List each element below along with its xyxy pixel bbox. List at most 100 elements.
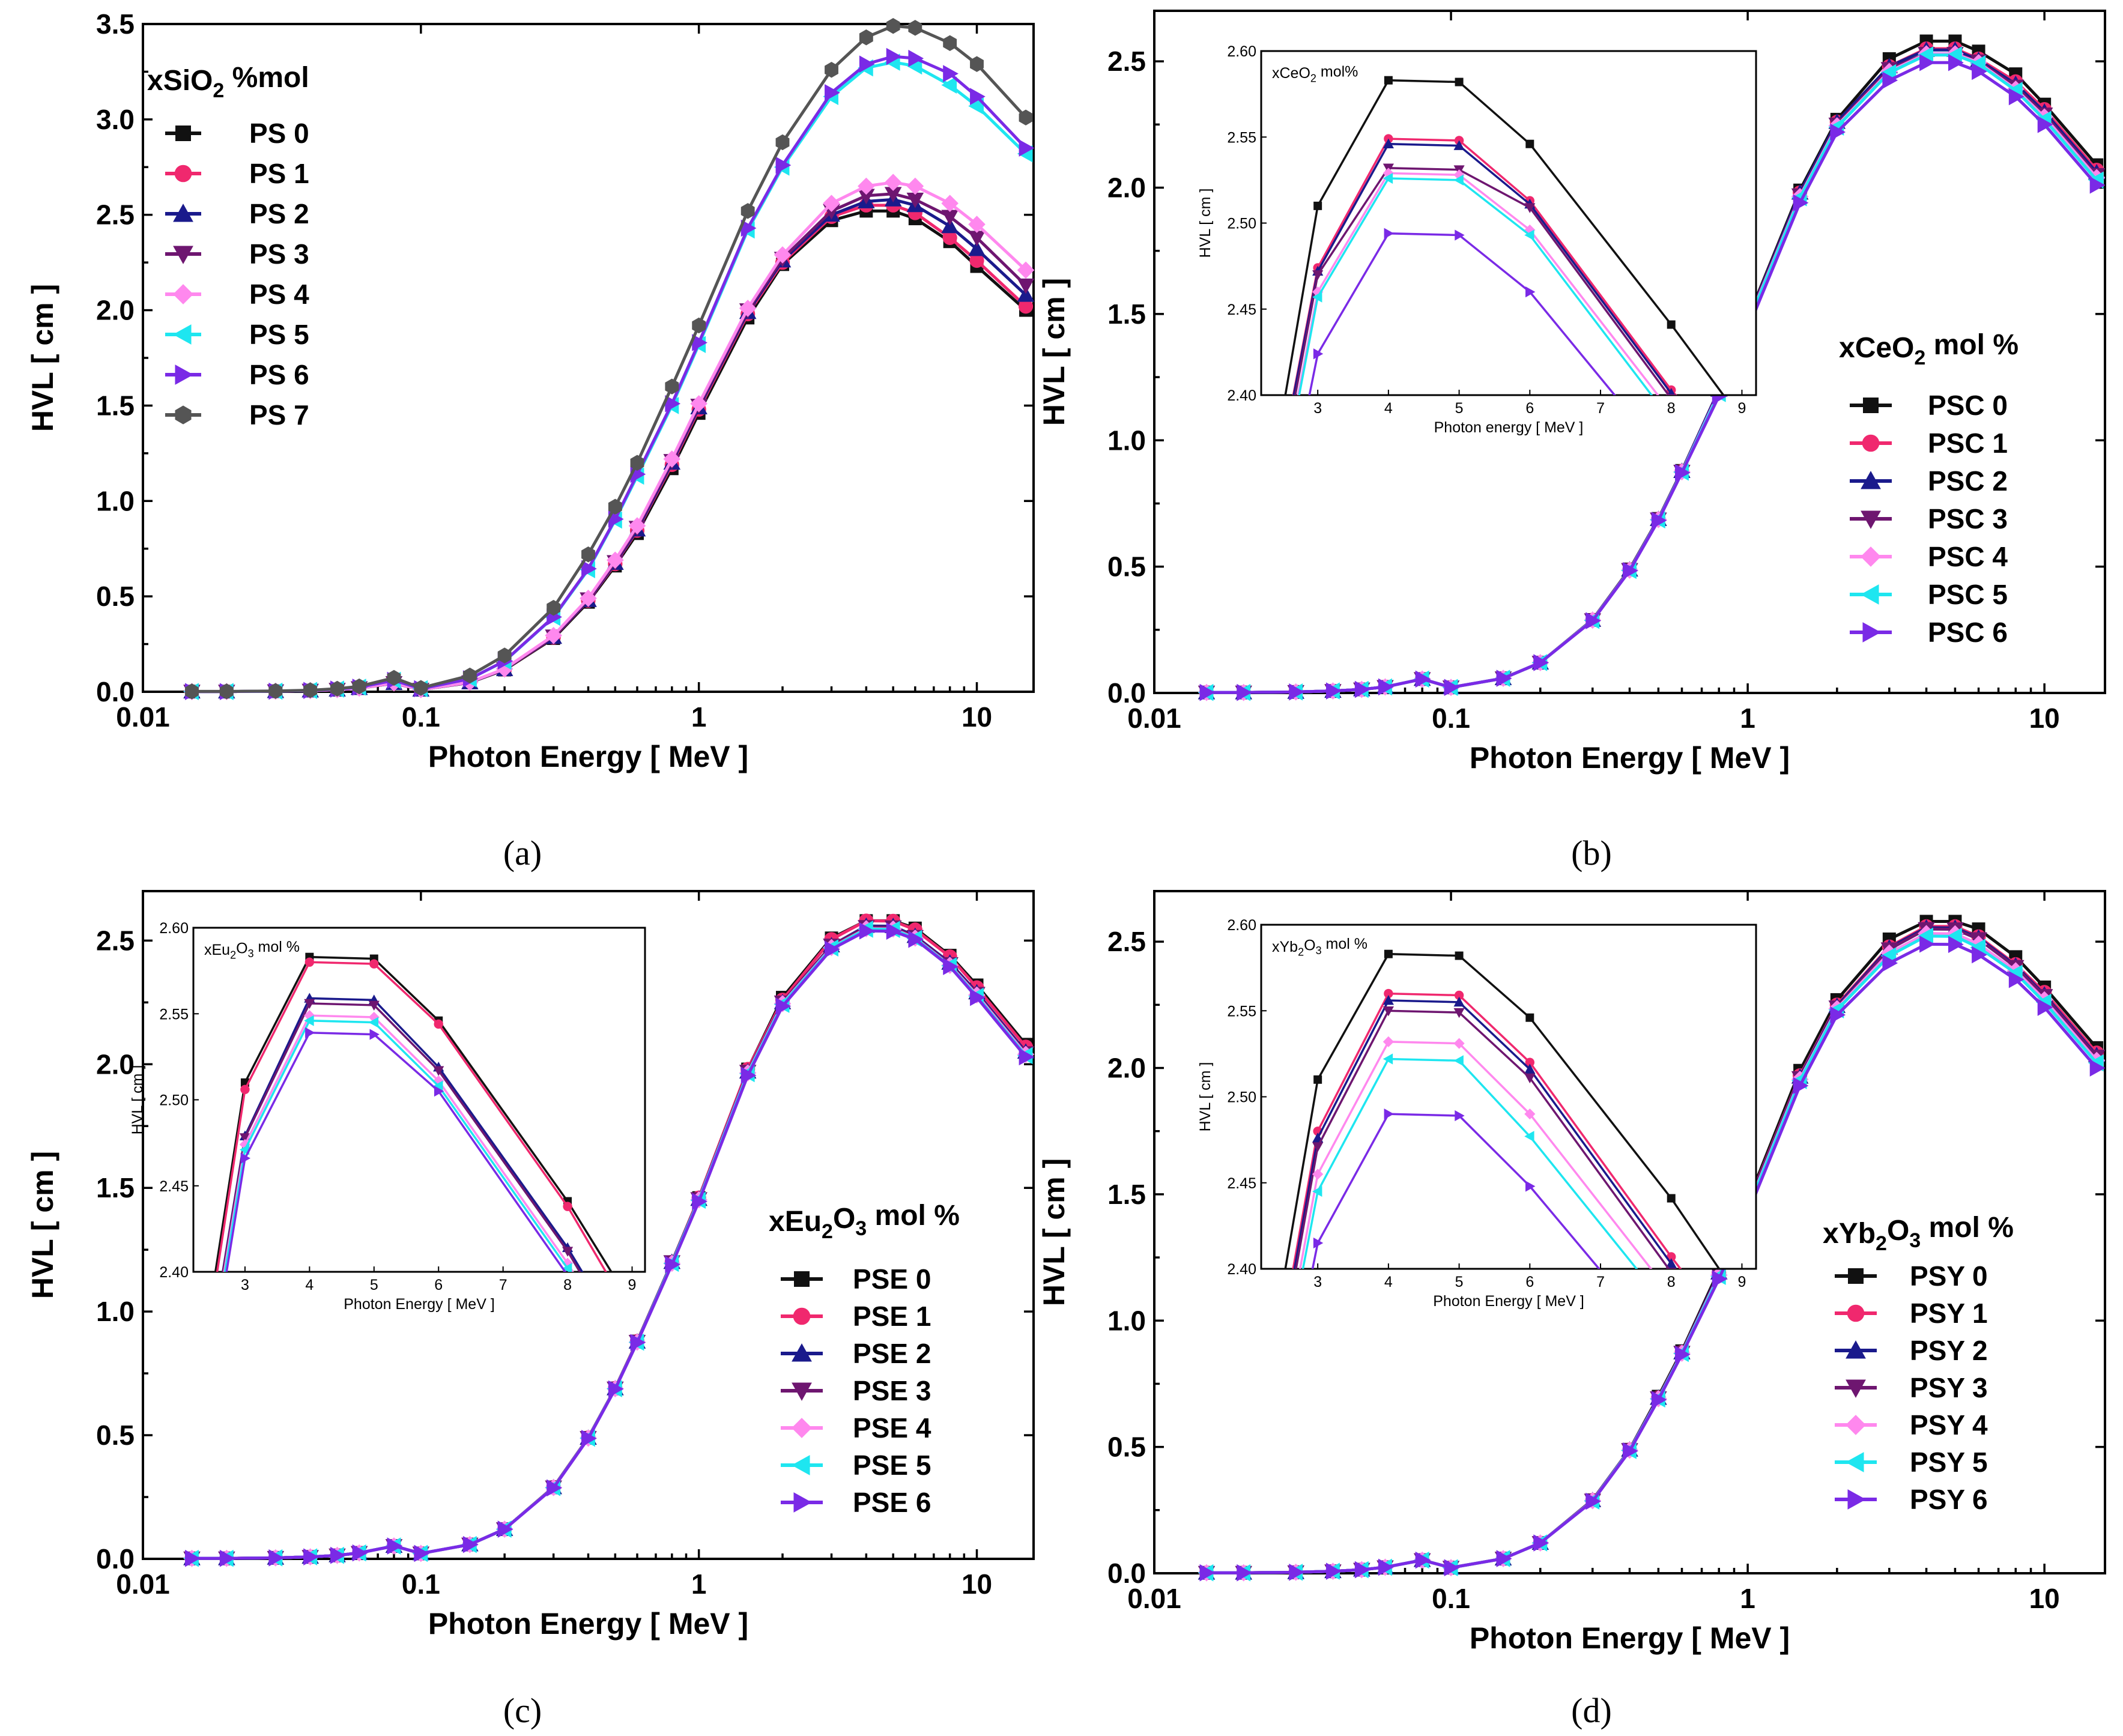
data-point bbox=[1830, 1006, 1846, 1024]
data-point bbox=[858, 177, 875, 195]
legend-item: PSC 4 bbox=[1850, 541, 2008, 572]
inset-x-tick-label: 4 bbox=[305, 1277, 313, 1293]
inset-series-psy-3 bbox=[1295, 1006, 1818, 1472]
inset-x-tick-label: 4 bbox=[1384, 400, 1393, 417]
legend-item: PSE 6 bbox=[781, 1487, 931, 1518]
data-point bbox=[692, 1193, 707, 1211]
data-point bbox=[886, 17, 900, 34]
legend-marker bbox=[1861, 510, 1881, 529]
inset-data-point bbox=[1807, 1462, 1818, 1472]
inset-y-axis-title: HVL [ cm ] bbox=[1197, 1062, 1214, 1132]
inset-data-point bbox=[1455, 77, 1464, 86]
panel-label: (a) bbox=[503, 833, 542, 873]
series-line bbox=[192, 204, 1027, 694]
data-point bbox=[968, 216, 986, 233]
data-point bbox=[547, 1479, 562, 1497]
inset-x-tick-label: 8 bbox=[1667, 400, 1676, 417]
y-tick-label: 2.5 bbox=[1107, 46, 1146, 77]
legend-label: PS 7 bbox=[249, 399, 309, 431]
data-point bbox=[2037, 999, 2053, 1016]
data-point bbox=[908, 49, 924, 67]
legend-title: xSiO2 %mol bbox=[147, 62, 309, 102]
legend-item: PSE 3 bbox=[781, 1375, 931, 1406]
inset-x-tick-label: 9 bbox=[1738, 400, 1746, 417]
inset: 2.40 2.45 2.50 2.55 2.60 3 4 5 6 7 8 9 Photon Energy… bbox=[1197, 917, 1818, 1531]
legend-item: PSC 6 bbox=[1850, 617, 2008, 648]
legend-label: PSC 0 bbox=[1928, 390, 2008, 421]
inset-data-point bbox=[1313, 201, 1322, 210]
data-point bbox=[219, 683, 234, 700]
data-point bbox=[1651, 512, 1667, 529]
legend-marker bbox=[792, 1343, 812, 1362]
inset-data-point bbox=[1383, 138, 1394, 148]
data-point bbox=[268, 1549, 285, 1567]
x-tick-label: 0.1 bbox=[1432, 703, 1470, 734]
data-point bbox=[303, 1548, 319, 1566]
inset-data-point bbox=[433, 1080, 443, 1092]
legend-label: PSC 3 bbox=[1928, 503, 2008, 534]
inset-title-sub: 2 bbox=[230, 949, 236, 961]
data-point bbox=[970, 88, 986, 106]
data-point bbox=[941, 217, 959, 234]
data-point bbox=[906, 192, 924, 208]
inset-data-point bbox=[1312, 270, 1324, 280]
inset-y-tick-label: 2.45 bbox=[159, 1178, 189, 1195]
legend-label: PSE 2 bbox=[853, 1338, 931, 1369]
data-point bbox=[1018, 299, 1034, 314]
inset-x-tick-label: 3 bbox=[1313, 1274, 1322, 1290]
data-point bbox=[1675, 1346, 1691, 1363]
series-ps-2 bbox=[183, 190, 1035, 699]
legend-item: PSE 0 bbox=[781, 1263, 931, 1295]
data-point bbox=[1289, 1564, 1305, 1581]
data-point bbox=[1675, 464, 1691, 482]
legend-label: PSY 5 bbox=[1910, 1447, 1988, 1478]
x-tick-label: 1 bbox=[691, 1568, 707, 1600]
series-line bbox=[192, 198, 1027, 694]
y-tick-label: 1.0 bbox=[96, 1296, 135, 1327]
inset-data-point bbox=[1383, 172, 1393, 184]
inset-data-point bbox=[1453, 174, 1464, 186]
legend-label: PSE 6 bbox=[853, 1487, 931, 1518]
inset-data-point bbox=[1243, 1522, 1252, 1531]
inset-data-point bbox=[1243, 1488, 1251, 1496]
x-tick-label: 10 bbox=[962, 1568, 992, 1600]
legend-marker bbox=[1847, 1304, 1865, 1322]
legend-label: PS 3 bbox=[249, 238, 309, 270]
legend-item: PSY 2 bbox=[1835, 1335, 1988, 1366]
inset-x-tick-label: 4 bbox=[1384, 1274, 1393, 1290]
inset-data-point bbox=[1455, 1110, 1465, 1122]
inset-data-point bbox=[175, 1525, 186, 1534]
legend: xYb2O3 mol % PSY 0 PSY 1 PSY 2 PSY 3 PSY 4 PSY… bbox=[1823, 1212, 2014, 1515]
inset-x-tick-label: 5 bbox=[1455, 1274, 1464, 1290]
data-point bbox=[1326, 682, 1342, 700]
inset-x-tick-label: 8 bbox=[1667, 1274, 1676, 1290]
legend-item: PSC 3 bbox=[1850, 503, 2008, 534]
inset-x-tick-label: 5 bbox=[370, 1277, 378, 1293]
data-point bbox=[884, 187, 902, 203]
legend-item: PSE 4 bbox=[781, 1412, 931, 1444]
legend-marker bbox=[175, 405, 192, 425]
inset-y-tick-label: 2.40 bbox=[1227, 1261, 1256, 1278]
data-point bbox=[268, 683, 283, 699]
data-point bbox=[941, 195, 959, 212]
inset-data-point bbox=[177, 1491, 185, 1499]
x-axis-title: Photon Energy [ MeV ] bbox=[1470, 741, 1790, 775]
inset-data-point bbox=[240, 1152, 251, 1164]
inset-data-point bbox=[1453, 1038, 1465, 1049]
inset-x-tick-label: 7 bbox=[1596, 1274, 1605, 1290]
data-point bbox=[547, 600, 561, 616]
data-point bbox=[943, 65, 959, 82]
inset-data-point bbox=[1383, 1036, 1394, 1047]
data-point bbox=[1948, 936, 1964, 954]
data-point bbox=[740, 219, 757, 237]
data-point bbox=[908, 931, 924, 948]
data-point bbox=[943, 958, 959, 975]
data-point bbox=[462, 667, 477, 684]
data-point bbox=[1289, 683, 1305, 701]
inset-series-pse-5 bbox=[223, 1015, 572, 1272]
data-point bbox=[1712, 1270, 1728, 1288]
data-point bbox=[774, 246, 792, 264]
panel-d: 0.0 0.5 1.0 1.5 2.0 2.5 0.01 0.1 1 10 Photon Energ… bbox=[1037, 890, 2106, 1730]
data-point bbox=[462, 1535, 479, 1553]
